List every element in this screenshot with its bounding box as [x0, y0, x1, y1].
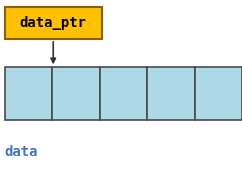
FancyBboxPatch shape [147, 67, 195, 120]
Text: data_ptr: data_ptr [20, 16, 87, 30]
FancyBboxPatch shape [5, 7, 102, 39]
FancyBboxPatch shape [195, 67, 242, 120]
Text: data: data [5, 145, 38, 159]
FancyBboxPatch shape [100, 67, 147, 120]
FancyBboxPatch shape [52, 67, 100, 120]
FancyBboxPatch shape [5, 67, 52, 120]
